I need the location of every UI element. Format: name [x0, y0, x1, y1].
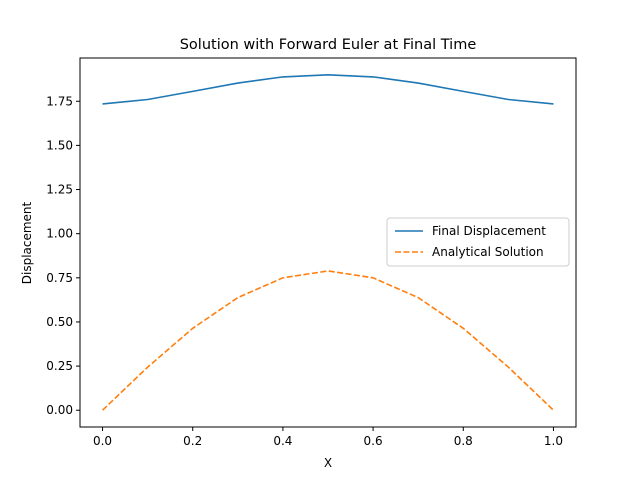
y-tick-label: 1.25 [46, 183, 73, 197]
x-tick-label: 0.8 [454, 434, 473, 448]
x-tick-label: 0.6 [364, 434, 383, 448]
legend-label-2: Analytical Solution [432, 245, 544, 259]
x-axis-label: X [324, 456, 332, 470]
x-tick-label: 0.4 [273, 434, 292, 448]
y-tick-label: 0.00 [46, 403, 73, 417]
axes-layer: 0.0 0.2 0.4 0.6 0.8 1.0 0.00 0.25 0.50 0.75 1.00 1.… [46, 94, 563, 448]
y-tick-label: 0.75 [46, 271, 73, 285]
series-line-1 [102, 73, 554, 105]
legend-label-1: Final Displacement [432, 224, 546, 238]
series-layer [101, 73, 555, 411]
x-tick-label: 0.2 [183, 434, 202, 448]
legend: Final Displacement Analytical Solution [386, 217, 570, 267]
plot-frame [79, 57, 577, 428]
y-tick-label: 1.00 [46, 227, 73, 241]
x-tick-label: 1.0 [544, 434, 563, 448]
y-tick-label: 1.50 [46, 138, 73, 152]
series-line-2 [101, 270, 555, 411]
y-tick-label: 1.75 [46, 94, 73, 108]
y-tick-label: 0.50 [46, 315, 73, 329]
y-axis-label: Displacement [20, 201, 34, 284]
y-tick-label: 0.25 [46, 359, 73, 373]
chart-title: Solution with Forward Euler at Final Tim… [180, 37, 477, 53]
x-tick-label: 0.0 [93, 434, 112, 448]
legend-box [386, 217, 570, 267]
